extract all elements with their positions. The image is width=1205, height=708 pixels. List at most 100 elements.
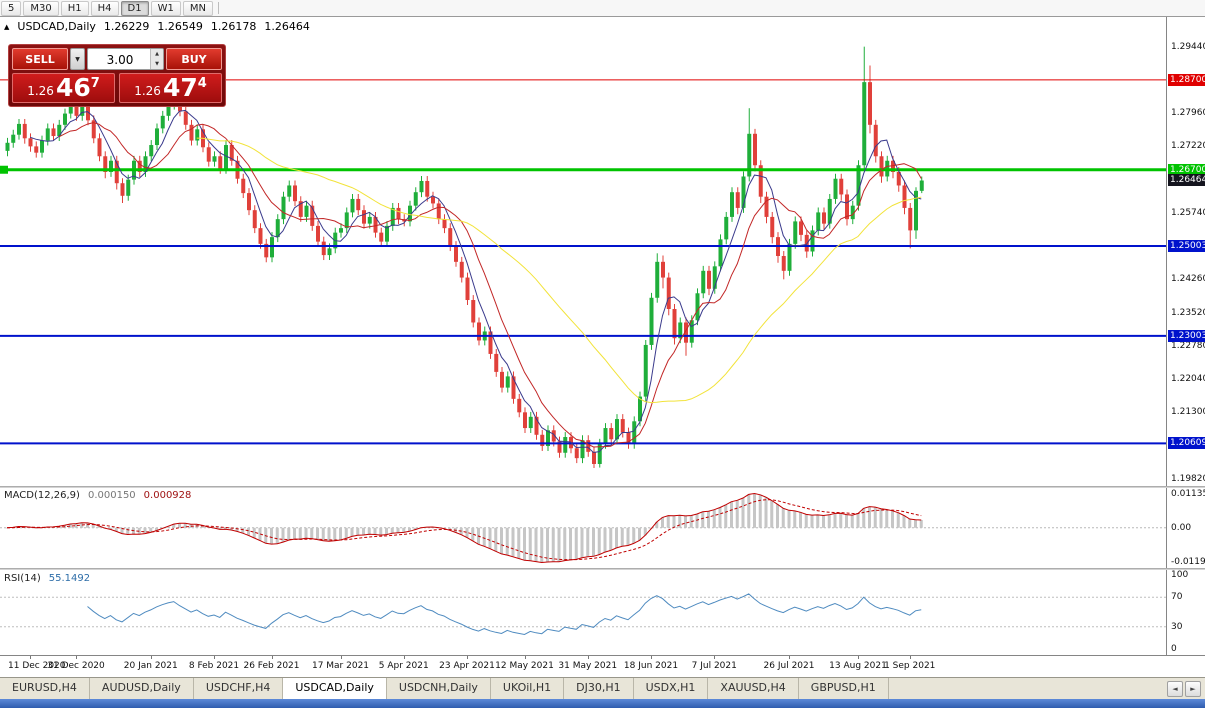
price-tick-label: 1.23520 bbox=[1171, 307, 1205, 318]
timeframe-button-d1[interactable]: D1 bbox=[120, 0, 149, 16]
timeframe-toolbar: 5 M30 H1 H4 D1 W1 MN bbox=[0, 0, 1205, 17]
volume-decrease-button[interactable]: ▼ bbox=[151, 59, 163, 69]
chart-tab[interactable]: GBPUSD,H1 bbox=[799, 678, 889, 699]
volume-dropdown-button[interactable]: ▼ bbox=[70, 48, 85, 70]
price-tick-label: 1.24260 bbox=[1171, 274, 1205, 285]
date-tick bbox=[340, 656, 342, 659]
chart-tab[interactable]: UKOil,H1 bbox=[491, 678, 565, 699]
chart-tabs: EURUSD,H4 AUDUSD,Daily USDCHF,H4 USDCAD,Dai… bbox=[0, 678, 1163, 699]
date-tick bbox=[467, 656, 468, 659]
moving-average-10 bbox=[58, 122, 922, 448]
moving-average-5 bbox=[29, 109, 922, 454]
timeframe-button-h1[interactable]: H1 bbox=[60, 0, 89, 16]
rsi-indicator-label: RSI(14) 55.1492 bbox=[4, 573, 90, 584]
chart-tab[interactable]: DJ30,H1 bbox=[564, 678, 634, 699]
timeframe-button-mn[interactable]: MN bbox=[182, 0, 213, 16]
symbol-label: USDCAD,Daily bbox=[17, 20, 96, 33]
price-tick-label: 1.27960 bbox=[1171, 108, 1205, 119]
volume-increase-button[interactable]: ▲ bbox=[151, 49, 163, 59]
rsi-axis-label: 30 bbox=[1171, 621, 1183, 632]
rsi-line bbox=[87, 593, 922, 636]
date-tick bbox=[524, 656, 526, 659]
date-tick bbox=[789, 656, 790, 659]
date-axis-label: 1 Sep 2021 bbox=[884, 661, 936, 671]
rsi-pane-canvas[interactable] bbox=[0, 570, 1166, 654]
chart-tab[interactable]: EURUSD,H4 bbox=[0, 678, 90, 699]
pane-separator-macd[interactable] bbox=[0, 486, 1205, 488]
buy-price-figure: 1.26 bbox=[134, 84, 161, 98]
chevron-down-icon: ▼ bbox=[75, 55, 80, 63]
macd-axis-label: 0.01135 bbox=[1171, 489, 1205, 499]
price-badge-1.26464: 1.26464 bbox=[1168, 174, 1205, 187]
price-tick-label: 1.25740 bbox=[1171, 207, 1205, 218]
date-tick bbox=[76, 656, 77, 659]
date-axis-label: 7 Jul 2021 bbox=[691, 661, 737, 671]
date-tick bbox=[30, 656, 31, 659]
chart-tabs-bar: EURUSD,H4 AUDUSD,Daily USDCHF,H4 USDCAD,Dai… bbox=[0, 677, 1205, 699]
ohlc-open: 1.26229 bbox=[103, 20, 150, 33]
chart-tab[interactable]: USDCAD,Daily bbox=[283, 678, 387, 699]
tabs-scroll-left-button[interactable]: ◄ bbox=[1167, 680, 1183, 697]
buy-price-pips: 47 bbox=[162, 73, 198, 102]
tabs-scroll-controls: ◄ ► bbox=[1163, 678, 1205, 699]
date-tick bbox=[271, 656, 273, 659]
timeframe-button-w1[interactable]: W1 bbox=[150, 0, 181, 16]
chart-tab[interactable]: USDCNH,Daily bbox=[387, 678, 491, 699]
date-axis-label: 17 Mar 2021 bbox=[311, 661, 370, 671]
chart-tab[interactable]: XAUUSD,H4 bbox=[708, 678, 799, 699]
volume-field: ▲ ▼ bbox=[87, 48, 164, 70]
date-axis-label: 23 Apr 2021 bbox=[439, 661, 495, 671]
price-tick-label: 1.19820 bbox=[1171, 473, 1205, 484]
pane-separator-rsi[interactable] bbox=[0, 568, 1205, 570]
timeframe-button-m30[interactable]: M30 bbox=[23, 0, 59, 16]
date-tick bbox=[587, 656, 589, 659]
buy-price-point: 4 bbox=[197, 76, 207, 91]
sell-price-display[interactable]: 1.26 46 7 bbox=[12, 73, 115, 103]
price-badge-1.20609: 1.20609 bbox=[1168, 437, 1205, 450]
chart-window: ▲ USDCAD,Daily 1.26229 1.26549 1.26178 1… bbox=[0, 17, 1205, 677]
date-axis-label: 31 Dec 2020 bbox=[47, 661, 105, 671]
date-axis-label: 18 Jun 2021 bbox=[623, 661, 679, 671]
chart-tab[interactable]: USDCHF,H4 bbox=[194, 678, 284, 699]
price-tick-label: 1.22040 bbox=[1171, 374, 1205, 385]
horizontal-levels-layer[interactable] bbox=[0, 79, 1166, 445]
timeframe-button-h4[interactable]: H4 bbox=[90, 0, 119, 16]
macd-main-value: 0.000150 bbox=[87, 490, 136, 501]
macd-pane-canvas[interactable] bbox=[0, 488, 1166, 568]
date-tick bbox=[858, 656, 859, 659]
date-axis-label: 20 Jan 2021 bbox=[123, 661, 178, 671]
chart-tab[interactable]: USDX,H1 bbox=[634, 678, 709, 699]
sell-button[interactable]: SELL bbox=[12, 48, 68, 70]
timeframe-button-5[interactable]: 5 bbox=[1, 0, 22, 16]
price-badge-1.28700: 1.28700 bbox=[1168, 73, 1205, 86]
macd-name: MACD(12,26,9) bbox=[4, 490, 80, 501]
rsi-axis-label: 0 bbox=[1171, 644, 1177, 654]
date-axis-label: 11 Dec 2020 bbox=[8, 661, 66, 671]
rsi-value: 55.1492 bbox=[48, 573, 91, 584]
rsi-name: RSI(14) bbox=[4, 573, 41, 584]
chart-symbol-info: ▲ USDCAD,Daily 1.26229 1.26549 1.26178 1… bbox=[4, 20, 310, 33]
price-tick-label: 1.27220 bbox=[1171, 141, 1205, 152]
price-badge-1.25003: 1.25003 bbox=[1168, 239, 1205, 252]
price-tick-label: 1.22780 bbox=[1171, 340, 1205, 351]
date-tick bbox=[214, 656, 215, 659]
horizontal-scrollbar[interactable] bbox=[0, 699, 1205, 708]
price-axis[interactable]: 1.294401.287001.279601.272201.264801.257… bbox=[1166, 17, 1205, 655]
sell-price-point: 7 bbox=[90, 76, 100, 91]
volume-input[interactable] bbox=[88, 50, 163, 69]
date-tick bbox=[909, 656, 911, 659]
date-axis-label: 8 Feb 2021 bbox=[188, 661, 240, 671]
collapse-icon[interactable]: ▲ bbox=[4, 22, 10, 31]
arrow-left-icon: ◄ bbox=[1172, 684, 1178, 693]
date-axis-label: 26 Jul 2021 bbox=[763, 661, 815, 671]
buy-button[interactable]: BUY bbox=[166, 48, 222, 70]
tabs-scroll-right-button[interactable]: ► bbox=[1185, 680, 1201, 697]
level-line-anchor[interactable] bbox=[0, 165, 8, 174]
volume-spinner: ▲ ▼ bbox=[150, 49, 163, 69]
date-tick bbox=[714, 656, 716, 659]
chart-tab[interactable]: AUDUSD,Daily bbox=[90, 678, 194, 699]
sell-price-figure: 1.26 bbox=[27, 84, 54, 98]
date-axis[interactable]: 11 Dec 2020 31 Dec 2020 20 Jan 2021 8 Feb 2… bbox=[0, 655, 1205, 677]
rsi-axis-label: 70 bbox=[1171, 592, 1183, 603]
buy-price-display[interactable]: 1.26 47 4 bbox=[119, 73, 222, 103]
